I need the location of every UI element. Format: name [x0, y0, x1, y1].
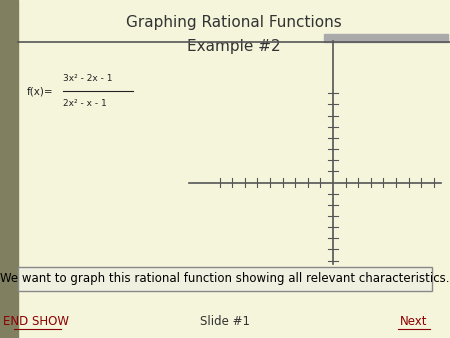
Text: 2x² - x - 1: 2x² - x - 1	[63, 99, 107, 108]
Bar	[324, 34, 448, 42]
Text: We want to graph this rational function showing all relevant characteristics.: We want to graph this rational function …	[0, 272, 450, 285]
Text: f(x)=: f(x)=	[27, 86, 54, 96]
FancyBboxPatch shape	[18, 267, 432, 291]
Text: 3x² - 2x - 1: 3x² - 2x - 1	[63, 74, 112, 83]
Text: Slide #1: Slide #1	[200, 315, 250, 328]
Text: END SHOW: END SHOW	[3, 315, 69, 328]
Bar	[0, 0, 18, 338]
Text: Example #2: Example #2	[187, 39, 281, 54]
Text: Next: Next	[400, 315, 428, 328]
Text: Graphing Rational Functions: Graphing Rational Functions	[126, 16, 342, 30]
